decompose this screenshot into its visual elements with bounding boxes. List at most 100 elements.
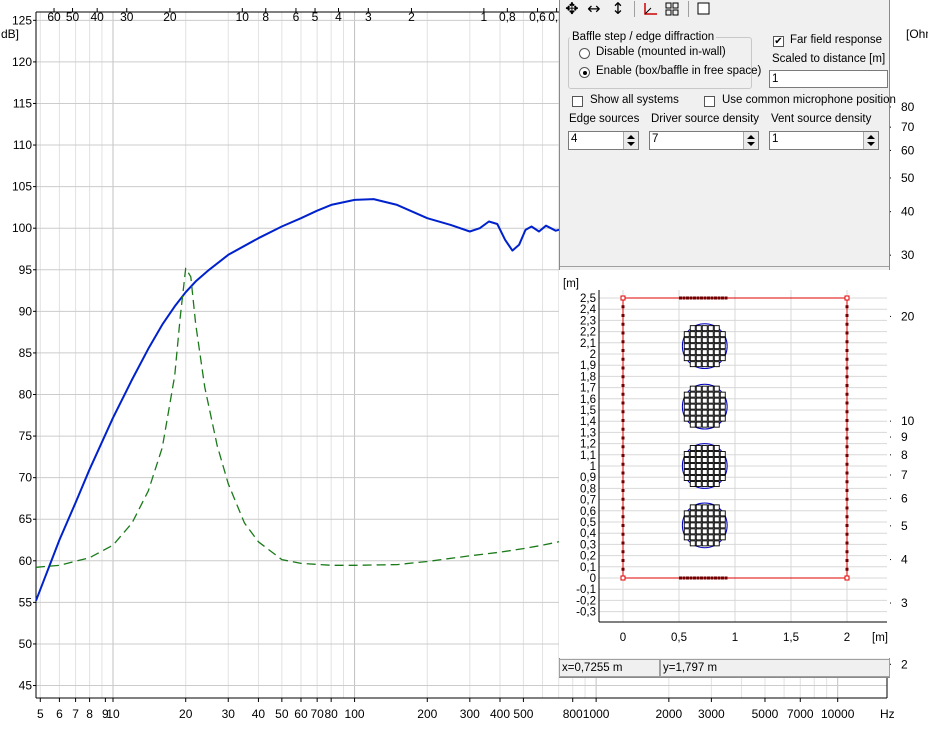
show-all-systems-checkbox[interactable] [572,96,583,107]
horizontal-resize-icon[interactable]: ↔ [587,0,601,18]
y-tick-label: 105 [12,180,32,194]
driver-source [707,361,714,368]
x-tick-label: 7 [72,707,79,721]
spin-arrows[interactable] [623,132,638,149]
driver-source [695,421,702,428]
x-tick-label: 10000 [821,707,855,721]
driver-source [701,463,708,469]
driver-density-value: 7 [652,133,659,145]
x-tick-label: 80 [324,707,338,721]
top-tick-label: 10 [236,10,250,24]
grid-view-icon[interactable] [662,0,682,18]
edge-source [621,541,625,545]
driver-source [689,355,696,362]
driver-source [707,337,714,344]
driver-density-stepper[interactable]: 7 [649,131,759,150]
edge-source [845,532,849,536]
top-tick-label: 30 [120,10,134,24]
common-mic-checkbox[interactable] [704,96,715,107]
far-field-label[interactable]: Far field response [790,34,883,46]
driver-source [713,504,720,511]
driver-source [689,504,696,511]
far-field-checkbox[interactable]: ✔ [773,36,784,47]
edge-source [621,419,625,422]
driver-source [695,463,702,469]
top-tick-label: 50 [66,10,80,24]
driver-source [701,516,708,523]
move-icon[interactable]: ✥ [565,0,579,18]
vent-density-stepper[interactable]: 1 [769,131,879,150]
disable-radio[interactable] [579,48,590,59]
driver-source [713,457,720,463]
spin-arrows[interactable] [743,132,758,149]
driver-source [695,385,702,392]
baffle-y-tick-label: 0,4 [580,528,597,540]
top-tick-label: 6 [293,10,300,24]
driver-source [713,421,720,428]
driver-source [713,540,720,547]
baffle-y-tick-label: 2,1 [580,338,596,350]
edge-source [703,576,707,580]
edge-source [686,296,689,300]
enable-radio[interactable] [579,67,590,78]
vertical-resize-icon[interactable]: ↕ [611,0,625,18]
edge-source [696,576,700,580]
edge-source [845,506,849,510]
driver-source [701,421,708,428]
driver-source [689,409,696,416]
enable-radio-label[interactable]: Enable (box/baffle in free space) [596,65,762,77]
axis-icon[interactable] [640,0,660,18]
driver-source [707,403,714,410]
disable-radio-label[interactable]: Disable (mounted in-wall) [596,46,726,58]
driver-source [713,463,720,469]
driver-source [689,475,696,481]
driver-outline [681,383,728,430]
driver-source [689,337,696,344]
baffle-y-tick-label: 0,9 [580,472,596,484]
baffle-y-tick-label: 1,7 [580,383,596,395]
edge-source [682,296,686,300]
driver-source [689,540,696,547]
driver-source [683,331,690,338]
edge-source [845,445,849,449]
driver-source [683,528,690,535]
driver-outline [681,502,728,549]
driver-source [707,463,714,469]
right-tick-label: 10 [901,414,915,428]
driver-source [701,361,708,368]
show-all-systems-label[interactable]: Show all systems [590,94,679,106]
baffle-x-tick-label: 2 [844,632,850,644]
driver-source [707,409,714,416]
driver-source [701,457,708,463]
right-tick-label: 6 [901,491,908,505]
driver-source [683,457,690,463]
top-tick-label: 4 [335,10,342,24]
y-tick-label: 90 [19,304,33,318]
driver-source [683,337,690,344]
x-tick-label: 9 [102,707,109,721]
edge-sources-stepper[interactable]: 4 [568,131,639,150]
y-tick-label: 60 [19,554,33,568]
edge-source [707,296,710,300]
driver-source [701,385,708,392]
common-mic-label[interactable]: Use common microphone position [722,94,896,106]
driver-source [695,361,702,368]
driver-source [689,510,696,517]
baffle-corner [844,575,850,581]
scaled-distance-input[interactable]: 1 [769,70,888,88]
edge-source [621,471,625,475]
driver-source [695,534,702,541]
y-tick-label: 65 [19,512,33,526]
baffle-layout-view[interactable]: 2,52,42,32,22,121,91,81,71,61,51,41,31,2… [559,270,890,658]
top-tick-label: 8 [262,10,269,24]
x-tick-label: 3000 [698,707,725,721]
driver-source [689,522,696,529]
driver-source [719,469,726,475]
driver-source [707,331,714,338]
driver-source [695,540,702,547]
edge-source [686,576,689,580]
spin-arrows[interactable] [863,132,878,149]
driver-source [713,475,720,481]
frame-icon[interactable] [694,0,714,18]
edge-source [621,506,625,510]
